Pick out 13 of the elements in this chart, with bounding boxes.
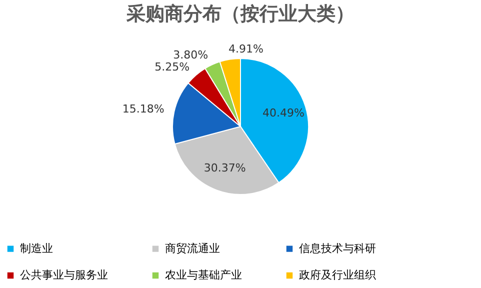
data-label: 3.80% [173,48,208,62]
chart-title: 采购商分布（按行业大类） [126,3,354,25]
legend-label: 政府及行业组织 [299,268,376,282]
legend-label: 公共事业与服务业 [20,268,108,282]
data-label: 30.37% [204,162,246,175]
legend-label: 制造业 [20,242,53,255]
data-label: 40.49% [262,106,304,120]
data-label: 4.91% [228,42,264,56]
legend-label: 信息技术与科研 [299,242,376,255]
data-label: 5.25% [154,60,190,74]
data-label: 15.18% [122,102,164,116]
legend-label: 商贸流通业 [165,242,220,255]
legend-label: 农业与基础产业 [165,268,242,282]
